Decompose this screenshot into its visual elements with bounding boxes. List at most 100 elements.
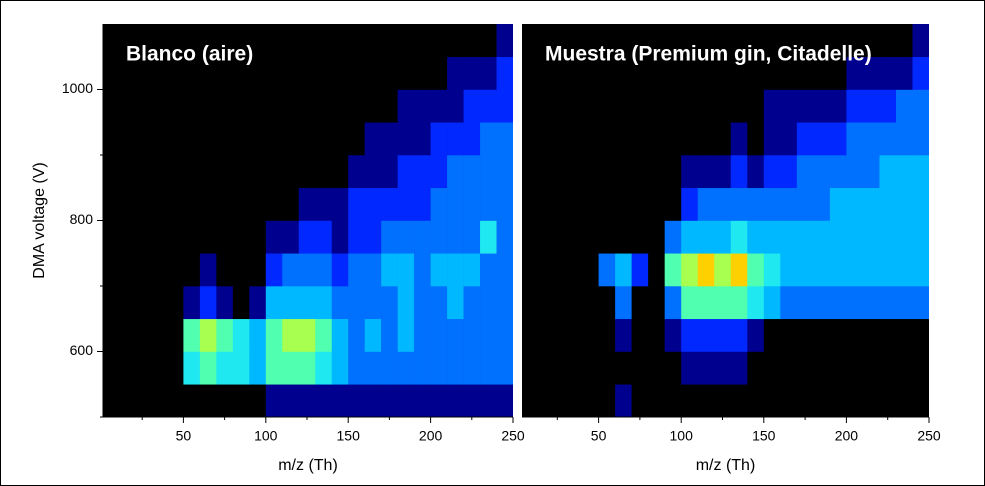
heatmap-cell <box>862 122 880 156</box>
heatmap-cell <box>895 318 913 352</box>
heatmap-cell <box>829 220 847 254</box>
heatmap-cell <box>780 187 798 221</box>
heatmap-cell <box>598 253 616 287</box>
heatmap-cell <box>522 286 533 320</box>
heatmap-cell <box>216 89 234 123</box>
heatmap-cell <box>796 253 814 287</box>
heatmap-cell <box>364 384 382 417</box>
heatmap-cell <box>747 220 765 254</box>
heatmap-cell <box>615 122 632 156</box>
heatmap-cell <box>664 155 682 189</box>
heatmap-cell <box>166 24 184 58</box>
heatmap-cell <box>103 286 118 320</box>
heatmap-cell <box>829 155 847 189</box>
heatmap-cell <box>381 318 398 352</box>
heatmap-cell <box>862 187 880 221</box>
heatmap-cell <box>664 89 682 123</box>
heatmap-cell <box>565 122 583 156</box>
heatmap-cell <box>862 384 880 417</box>
heatmap-cell <box>282 24 300 58</box>
y-axis-label: DMA voltage (V) <box>31 162 48 278</box>
heatmap-cell <box>133 318 151 352</box>
heatmap-cell <box>447 187 464 221</box>
heatmap-cell <box>463 220 481 254</box>
heatmap-cell <box>232 155 250 189</box>
heatmap-cell <box>615 220 632 254</box>
heatmap-cell <box>298 318 316 352</box>
heatmap-cell <box>348 286 365 320</box>
heatmap-cell <box>912 253 929 287</box>
heatmap-cell <box>549 384 566 417</box>
heatmap-cell <box>648 253 665 287</box>
heatmap-cell <box>397 89 415 123</box>
heatmap-cell <box>249 253 267 287</box>
heatmap-cell <box>397 286 415 320</box>
heatmap-cell <box>912 122 929 156</box>
heatmap-cell <box>532 220 550 254</box>
heatmap-cell <box>133 286 151 320</box>
heatmap-cell <box>598 122 616 156</box>
heatmap-cell <box>730 384 748 417</box>
heatmap-cell <box>532 351 550 385</box>
heatmap-cell <box>763 220 781 254</box>
heatmap-cell <box>582 56 599 90</box>
heatmap-cell <box>631 187 649 221</box>
heatmap-cell <box>697 351 715 385</box>
heatmap-cell <box>430 187 448 221</box>
heatmap-cell <box>463 351 481 385</box>
heatmap-cell <box>846 89 864 123</box>
heatmap-cell <box>265 253 283 287</box>
heatmap-cell <box>879 384 897 417</box>
heatmap-cell <box>249 351 267 385</box>
heatmap-cell <box>763 89 781 123</box>
heatmap-cell <box>549 24 566 58</box>
heatmap-cell <box>249 384 267 417</box>
heatmap-cell <box>730 351 748 385</box>
heatmap-cell <box>103 187 118 221</box>
heatmap-cell <box>780 318 798 352</box>
heatmap-cell <box>315 122 333 156</box>
heatmap-cell <box>879 24 897 58</box>
heatmap-cell <box>133 89 151 123</box>
heatmap-cell <box>232 351 250 385</box>
heatmap-cell <box>364 89 382 123</box>
heatmap-cell <box>813 187 831 221</box>
heatmap-cell <box>150 155 168 189</box>
heatmap-cell <box>282 89 300 123</box>
heatmap-cell <box>331 89 349 123</box>
heatmap-cell <box>598 351 616 385</box>
heatmap-cell <box>648 155 665 189</box>
heatmap-cell <box>813 253 831 287</box>
heatmap-cell <box>796 351 814 385</box>
heatmap-cell <box>282 384 300 417</box>
heatmap-cell <box>430 220 448 254</box>
heatmap-cell <box>730 155 748 189</box>
heatmap-cell <box>522 155 533 189</box>
heatmap-cell <box>549 253 566 287</box>
heatmap-cell <box>430 384 448 417</box>
heatmap-cell <box>714 351 732 385</box>
heatmap-cell <box>879 351 897 385</box>
heatmap-cell <box>133 56 151 90</box>
heatmap-cell <box>364 286 382 320</box>
heatmap-cell <box>331 384 349 417</box>
heatmap-cell <box>331 286 349 320</box>
heatmap-cell <box>282 286 300 320</box>
heatmap-cell <box>522 384 533 417</box>
x-axis-label: m/z (Th) <box>278 457 338 474</box>
heatmap-cell <box>714 286 732 320</box>
heatmap-cell <box>846 253 864 287</box>
heatmap-cell <box>829 24 847 58</box>
heatmap-cell <box>249 286 267 320</box>
heatmap-cell <box>364 24 382 58</box>
heatmap-cell <box>381 89 398 123</box>
heatmap-cell <box>522 220 533 254</box>
heatmap-cell <box>463 384 481 417</box>
heatmap-cell <box>598 318 616 352</box>
heatmap-cell <box>664 286 682 320</box>
heatmap-cell <box>522 253 533 287</box>
heatmap-cell <box>714 89 732 123</box>
heatmap-cell <box>829 318 847 352</box>
heatmap-cell <box>763 56 781 90</box>
